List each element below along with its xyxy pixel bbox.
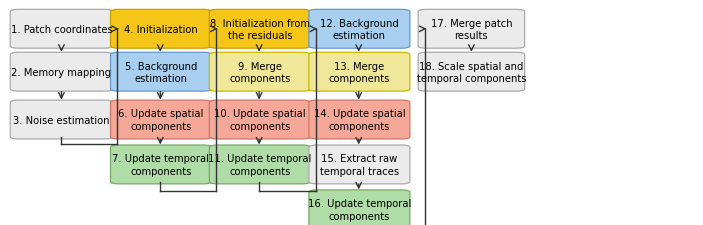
Text: 18. Scale spatial and
temporal components: 18. Scale spatial and temporal component… [417,61,526,83]
Text: 6. Update spatial
components: 6. Update spatial components [118,109,204,131]
Text: 5. Background
estimation: 5. Background estimation [125,61,197,83]
FancyBboxPatch shape [110,101,212,139]
FancyBboxPatch shape [209,10,310,49]
Text: 13. Merge
components: 13. Merge components [329,61,390,83]
FancyBboxPatch shape [309,190,410,225]
FancyBboxPatch shape [309,101,410,139]
Text: 8. Initialization from
the residuals: 8. Initialization from the residuals [209,18,310,41]
FancyBboxPatch shape [209,53,310,92]
Text: 3. Noise estimation: 3. Noise estimation [13,115,110,125]
Text: 16. Update temporal
components: 16. Update temporal components [308,198,411,220]
FancyBboxPatch shape [309,145,410,184]
Text: 1. Patch coordinates: 1. Patch coordinates [11,25,112,35]
FancyBboxPatch shape [11,10,112,49]
FancyBboxPatch shape [110,53,212,92]
FancyBboxPatch shape [418,10,524,49]
FancyBboxPatch shape [209,145,310,184]
Text: 12. Background
estimation: 12. Background estimation [320,18,399,41]
Text: 17. Merge patch
results: 17. Merge patch results [430,18,512,41]
FancyBboxPatch shape [11,101,112,139]
Text: 14. Update spatial
components: 14. Update spatial components [314,109,405,131]
FancyBboxPatch shape [110,145,212,184]
FancyBboxPatch shape [418,53,524,92]
FancyBboxPatch shape [110,10,212,49]
FancyBboxPatch shape [209,101,310,139]
Text: 4. Initialization: 4. Initialization [124,25,198,35]
Text: 15. Extract raw
temporal traces: 15. Extract raw temporal traces [320,153,399,176]
Text: 11. Update temporal
components: 11. Update temporal components [208,153,311,176]
FancyBboxPatch shape [309,10,410,49]
Text: 10. Update spatial
components: 10. Update spatial components [214,109,306,131]
Text: 9. Merge
components: 9. Merge components [229,61,290,83]
Text: 7. Update temporal
components: 7. Update temporal components [112,153,209,176]
FancyBboxPatch shape [309,53,410,92]
Text: 2. Memory mapping: 2. Memory mapping [11,68,112,77]
FancyBboxPatch shape [11,53,112,92]
